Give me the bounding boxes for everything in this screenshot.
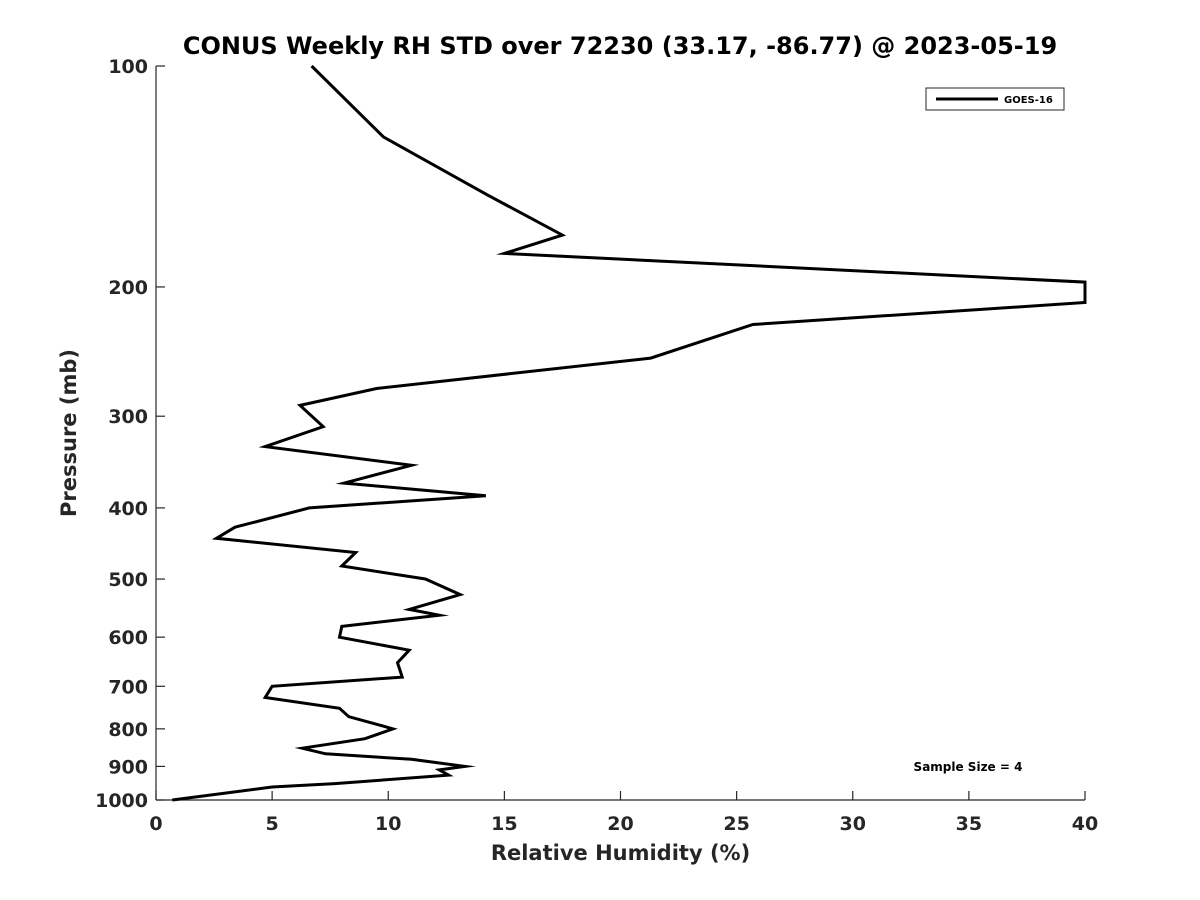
plot-area: 0 5 10 15 20 25 30 35 40 100 200 300 400 500 600 700 80… (95, 56, 1098, 835)
y-tick-label: 200 (108, 277, 148, 299)
legend: GOES-16 (925, 87, 1065, 111)
x-tick-label: 0 (149, 813, 162, 835)
y-tick-label: 400 (108, 498, 148, 520)
x-tick-label: 40 (1072, 813, 1098, 835)
y-tick-label: 100 (108, 56, 148, 78)
x-tick-label: 30 (840, 813, 866, 835)
sample-size-annotation: Sample Size = 4 (914, 760, 1023, 774)
x-tick-label: 5 (266, 813, 279, 835)
y-tick-label: 600 (108, 627, 148, 649)
x-axis-label: Relative Humidity (%) (491, 841, 750, 865)
y-axis-label: Pressure (mb) (57, 349, 81, 517)
y-tick-label: 500 (108, 569, 148, 591)
x-tick-label: 10 (375, 813, 401, 835)
x-ticks: 0 5 10 15 20 25 30 35 40 (149, 791, 1098, 835)
x-tick-label: 20 (607, 813, 633, 835)
chart-title: CONUS Weekly RH STD over 72230 (33.17, -… (183, 32, 1057, 60)
y-tick-label: 300 (108, 406, 148, 428)
y-ticks: 100 200 300 400 500 600 700 800 900 1000 (95, 56, 165, 812)
y-tick-label: 1000 (95, 790, 148, 812)
legend-label-goes-16: GOES-16 (1004, 95, 1053, 106)
y-tick-label: 700 (108, 676, 148, 698)
y-tick-label: 800 (108, 719, 148, 741)
x-tick-label: 15 (491, 813, 517, 835)
x-tick-label: 35 (956, 813, 982, 835)
y-tick-label: 900 (108, 756, 148, 778)
x-tick-label: 25 (723, 813, 749, 835)
series-layer (172, 64, 1087, 802)
series-line-goes-16 (172, 64, 1087, 802)
